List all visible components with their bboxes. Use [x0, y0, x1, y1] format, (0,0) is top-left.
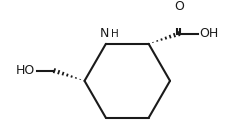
Text: OH: OH — [199, 27, 218, 40]
Text: H: H — [111, 29, 119, 39]
Text: O: O — [174, 0, 184, 13]
Text: HO: HO — [16, 64, 35, 77]
Text: N: N — [100, 27, 110, 40]
